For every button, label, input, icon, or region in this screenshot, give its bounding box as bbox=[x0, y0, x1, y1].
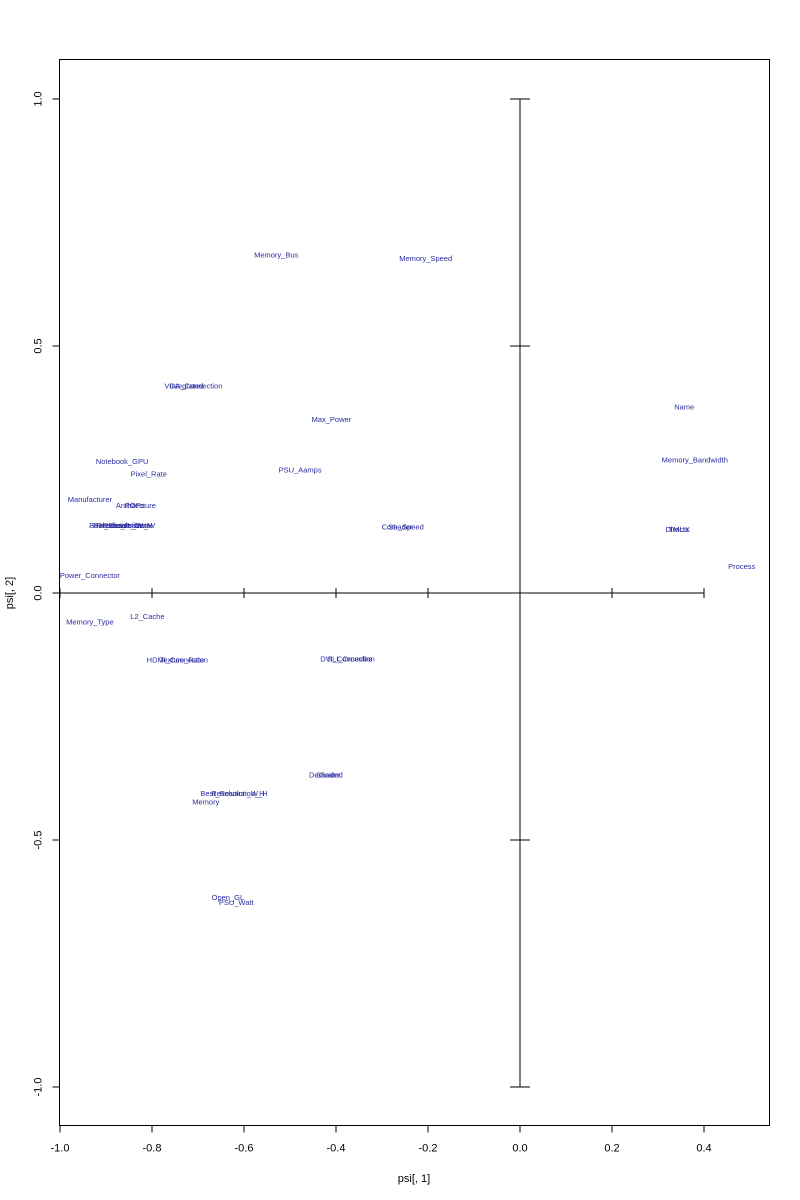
x-axis-ticks: -1.0 -0.8 -0.6 -0.4 -0.2 0.0 0.2 0.4 bbox=[51, 1125, 712, 1155]
point-label: SLI_Crossfire bbox=[327, 655, 372, 664]
point-label: Shader bbox=[316, 770, 341, 779]
point-label: Core_Speed bbox=[382, 522, 424, 531]
y-axis-ticks: -1.0 -0.5 0.0 0.5 1.0 bbox=[33, 91, 60, 1096]
point-label: Release_Price bbox=[93, 521, 142, 530]
point-label: PSU_Watt bbox=[219, 898, 255, 907]
y-tick-label: -0.5 bbox=[33, 831, 45, 850]
point-label: Integrated bbox=[170, 382, 204, 391]
point-label: Name bbox=[674, 402, 694, 411]
x-tick-label: 0.4 bbox=[696, 1143, 711, 1155]
point-label: Memory_Speed bbox=[399, 254, 452, 263]
point-label: Resolution_WxH bbox=[96, 521, 152, 530]
point-label: Memory bbox=[192, 797, 219, 806]
y-tick-label: 0.5 bbox=[33, 338, 45, 353]
point-label: Notebook_GPU bbox=[96, 457, 149, 466]
x-axis-label: psi[, 1] bbox=[398, 1173, 430, 1185]
point-label: Open_GL bbox=[212, 893, 245, 902]
x-tick-label: -0.4 bbox=[327, 1143, 346, 1155]
point-label: Power_Connector bbox=[60, 571, 121, 580]
x-tick-label: 0.0 bbox=[512, 1143, 527, 1155]
reference-axes bbox=[59, 98, 705, 1088]
point-label: Max_Power bbox=[312, 415, 352, 424]
x-tick-label: -0.8 bbox=[143, 1143, 162, 1155]
point-label: ROPs bbox=[125, 501, 145, 510]
y-tick-label: 0.0 bbox=[33, 585, 45, 600]
y-tick-label: -1.0 bbox=[33, 1078, 45, 1097]
point-labels: Memory_Bus Memory_Speed IntegratedVGA_Conn… bbox=[60, 251, 756, 907]
point-label: Best_Resolution_H bbox=[200, 789, 264, 798]
point-label: Architecture bbox=[116, 501, 156, 510]
point-label: PSU_Aamps bbox=[279, 466, 322, 475]
point-label: Process bbox=[728, 562, 755, 571]
point-label: Resolution_W_H bbox=[211, 789, 267, 798]
point-label: VGA_Connection bbox=[164, 382, 222, 391]
x-tick-label: -0.6 bbox=[235, 1143, 254, 1155]
point-label: Dedicated bbox=[309, 770, 343, 779]
point-label: Memory_Bus bbox=[254, 251, 298, 260]
x-tick-label: -0.2 bbox=[419, 1143, 438, 1155]
point-label: HDMI_Connection bbox=[147, 656, 208, 665]
point-label: Best_Resolution_W bbox=[89, 521, 156, 530]
point-label: Memory_Type bbox=[66, 618, 114, 627]
point-label: Texture_Rate bbox=[160, 656, 205, 665]
point-label: DVI_Connection bbox=[320, 655, 375, 664]
x-tick-label: -1.0 bbox=[51, 1143, 70, 1155]
point-label: DirectX bbox=[665, 525, 690, 534]
y-tick-label: 1.0 bbox=[33, 91, 45, 106]
x-tick-label: 0.2 bbox=[604, 1143, 619, 1155]
point-label: TMUs bbox=[669, 525, 689, 534]
point-label: Manufacturer bbox=[68, 495, 113, 504]
point-label: Release_Date bbox=[103, 521, 151, 530]
point-label: Shader bbox=[388, 522, 413, 531]
point-label: L2_Cache bbox=[130, 612, 164, 621]
y-axis-label: psi[, 2] bbox=[4, 577, 16, 609]
point-label: Memory_Bandwidth bbox=[662, 456, 728, 465]
point-label: Pixel_Rate bbox=[131, 469, 167, 478]
